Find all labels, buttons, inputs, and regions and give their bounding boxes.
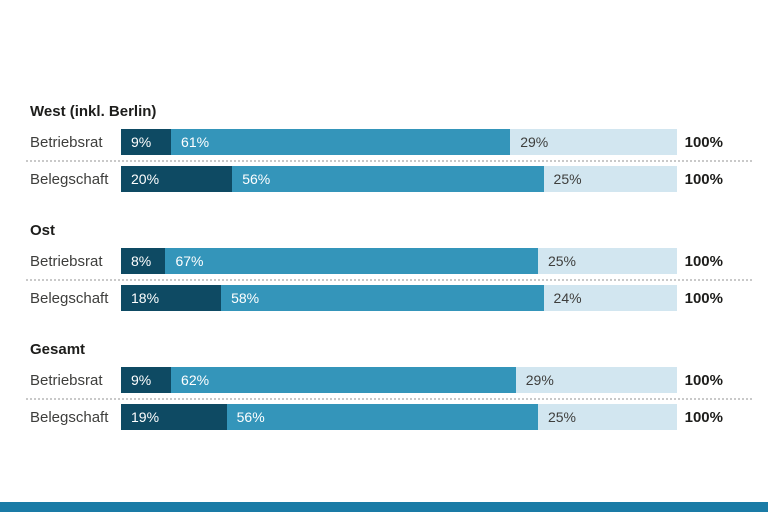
- segment-value-label: 61%: [181, 134, 210, 150]
- segment-value-label: 56%: [236, 409, 265, 425]
- segment-value-label: 24%: [553, 290, 582, 306]
- row-label: Betriebsrat: [30, 133, 103, 151]
- bar-segment: 9%: [121, 367, 172, 393]
- chart-group: West (inkl. Berlin) Betriebsrat 9% 61% 29% 10…: [26, 102, 752, 192]
- segment-value-label: 62%: [181, 372, 210, 388]
- bar-row: Belegschaft 20% 56% 25% 100%: [30, 166, 752, 192]
- bar-row: Betriebsrat 9% 62% 29% 100%: [30, 367, 752, 393]
- bar-row: Belegschaft 18% 58% 24% 100%: [30, 285, 752, 311]
- segment-value-label: 29%: [525, 372, 554, 388]
- segment-value-label: 25%: [547, 409, 577, 425]
- bar-segment: 62%: [171, 367, 516, 393]
- row-label: Belegschaft: [30, 170, 109, 188]
- group-title: Gesamt: [30, 341, 86, 358]
- segment-value-label: 19%: [131, 409, 160, 425]
- bar-row: Betriebsrat 8% 67% 25% 100%: [30, 248, 752, 274]
- row-label: Belegschaft: [30, 408, 109, 426]
- bar-segment: 24%: [543, 285, 677, 311]
- segment-value-label: 20%: [131, 171, 160, 187]
- segment-value-label: 56%: [242, 171, 271, 187]
- bar-segment: 18%: [121, 285, 222, 311]
- segment-value-label: 8%: [131, 253, 152, 269]
- group-title: Ost: [30, 222, 56, 239]
- group-title: West (inkl. Berlin): [30, 103, 157, 120]
- bar-row: Belegschaft 19% 56% 25% 100%: [30, 404, 752, 430]
- segment-value-label: 25%: [547, 253, 577, 269]
- bar-row: Betriebsrat 9% 61% 29% 100%: [30, 129, 752, 155]
- bar-segment: 56%: [232, 166, 544, 192]
- segment-value-label: 9%: [131, 372, 152, 388]
- bar-segment: 61%: [171, 129, 511, 155]
- bar-segment: 8%: [121, 248, 166, 274]
- row-separator: [26, 279, 752, 281]
- bar-segment: 58%: [221, 285, 544, 311]
- bar-segment: 25%: [537, 404, 677, 430]
- bar-segment: 67%: [165, 248, 538, 274]
- segment-value-label: 67%: [175, 253, 204, 269]
- footer-accent-bar: [0, 502, 768, 512]
- row-separator: [26, 398, 752, 400]
- chart-group: Ost Betriebsrat 8% 67% 25% 100% Belegschaft 18%…: [26, 221, 752, 311]
- total-label: 100%: [684, 371, 723, 389]
- total-label: 100%: [684, 170, 723, 188]
- total-label: 100%: [684, 289, 723, 307]
- segment-value-label: 25%: [553, 171, 582, 187]
- total-label: 100%: [684, 252, 723, 270]
- bar-segment: 29%: [515, 367, 677, 393]
- row-label: Betriebsrat: [30, 371, 103, 389]
- bar-segment: 25%: [543, 166, 677, 192]
- bar-segment: 9%: [121, 129, 172, 155]
- total-label: 100%: [684, 408, 723, 426]
- stacked-bar: 9% 62% 29%: [121, 367, 677, 393]
- stacked-bar-chart: West (inkl. Berlin) Betriebsrat 9% 61% 29% 10…: [26, 102, 752, 430]
- stacked-bar: 18% 58% 24%: [121, 285, 677, 311]
- bar-segment: 19%: [121, 404, 227, 430]
- stacked-bar: 19% 56% 25%: [121, 404, 677, 430]
- row-label: Belegschaft: [30, 289, 109, 307]
- segment-value-label: 58%: [231, 290, 260, 306]
- total-label: 100%: [684, 133, 723, 151]
- segment-value-label: 18%: [131, 290, 160, 306]
- chart-group: Gesamt Betriebsrat 9% 62% 29% 100% Belegschaft…: [26, 340, 752, 430]
- segment-value-label: 29%: [520, 134, 549, 150]
- stacked-bar: 8% 67% 25%: [121, 248, 677, 274]
- segment-value-label: 9%: [131, 134, 152, 150]
- bar-segment: 25%: [537, 248, 677, 274]
- bar-segment: 56%: [226, 404, 538, 430]
- row-label: Betriebsrat: [30, 252, 103, 270]
- stacked-bar: 9% 61% 29%: [121, 129, 677, 155]
- stacked-bar: 20% 56% 25%: [121, 166, 677, 192]
- row-separator: [26, 160, 752, 162]
- bar-segment: 20%: [121, 166, 233, 192]
- bar-segment: 29%: [510, 129, 677, 155]
